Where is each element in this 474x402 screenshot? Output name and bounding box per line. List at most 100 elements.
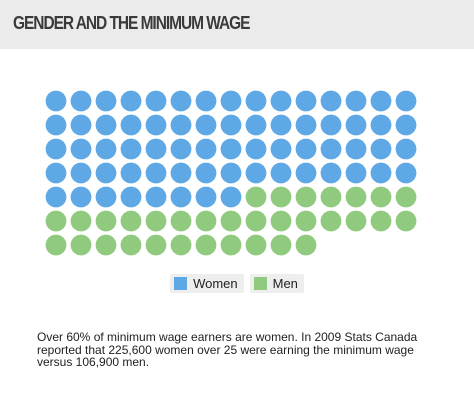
waffle-dot-women [320, 138, 342, 160]
waffle-dot-men [320, 186, 342, 208]
waffle-dot-women [170, 138, 192, 160]
waffle-dot-men [120, 210, 142, 232]
legend: Women Men [0, 274, 474, 293]
legend-label-men: Men [272, 276, 298, 291]
waffle-dot-men [170, 210, 192, 232]
waffle-dot-women [120, 90, 142, 112]
waffle-dot-women [220, 162, 242, 184]
waffle-dot-women [95, 162, 117, 184]
waffle-dot-men [295, 210, 317, 232]
waffle-dot-women [320, 162, 342, 184]
waffle-dot-women [295, 138, 317, 160]
waffle-dot-women [220, 90, 242, 112]
waffle-dot-men [295, 186, 317, 208]
waffle-dot-women [120, 114, 142, 136]
waffle-dot-women [70, 162, 92, 184]
waffle-dot-women [270, 114, 292, 136]
waffle-dot-men [245, 234, 267, 256]
waffle-dot-women [195, 186, 217, 208]
waffle-dot-women [145, 186, 167, 208]
waffle-dot-women [295, 90, 317, 112]
legend-swatch-women [174, 277, 188, 290]
waffle-dot-men [395, 210, 417, 232]
waffle-dot-women [170, 186, 192, 208]
waffle-dot-men [245, 186, 267, 208]
waffle-dot-women [45, 162, 67, 184]
waffle-dot-men [170, 234, 192, 256]
waffle-dot-women [245, 138, 267, 160]
waffle-chart [45, 90, 417, 256]
header-bar: GENDER AND THE MINIMUM WAGE [0, 0, 474, 49]
waffle-dot-women [95, 138, 117, 160]
waffle-dot-women [120, 138, 142, 160]
waffle-dot-women [70, 90, 92, 112]
waffle-dot-women [70, 186, 92, 208]
waffle-dot-women [395, 114, 417, 136]
waffle-dot-men [320, 210, 342, 232]
legend-swatch-men [253, 277, 267, 290]
waffle-dot-women [245, 90, 267, 112]
waffle-dot-women [95, 186, 117, 208]
waffle-dot-men [70, 234, 92, 256]
waffle-dot-women [170, 114, 192, 136]
waffle-dot-men [220, 234, 242, 256]
waffle-dot-men [145, 210, 167, 232]
waffle-dot-women [395, 90, 417, 112]
waffle-dot-women [45, 114, 67, 136]
waffle-dot-women [195, 114, 217, 136]
waffle-dot-women [295, 114, 317, 136]
waffle-dot-women [145, 138, 167, 160]
waffle-dot-women [145, 162, 167, 184]
waffle-dot-women [45, 186, 67, 208]
waffle-dot-women [220, 186, 242, 208]
waffle-dot-women [195, 162, 217, 184]
waffle-dot-men [120, 234, 142, 256]
waffle-dot-women [345, 162, 367, 184]
waffle-dot-men [245, 210, 267, 232]
waffle-dot-women [195, 90, 217, 112]
waffle-dot-men [45, 210, 67, 232]
waffle-dot-women [220, 138, 242, 160]
waffle-dot-women [170, 162, 192, 184]
waffle-dot-men [270, 186, 292, 208]
waffle-dot-women [345, 138, 367, 160]
waffle-dot-women [395, 138, 417, 160]
waffle-dot-men [95, 210, 117, 232]
waffle-dot-women [195, 138, 217, 160]
waffle-dot-men [345, 186, 367, 208]
waffle-dot-women [370, 90, 392, 112]
legend-label-women: Women [193, 276, 238, 291]
waffle-dot-women [345, 90, 367, 112]
legend-item-men: Men [249, 274, 304, 293]
waffle-dot-men [95, 234, 117, 256]
waffle-dot-women [45, 90, 67, 112]
waffle-dot-women [370, 114, 392, 136]
waffle-dot-men [145, 234, 167, 256]
waffle-dot-men [70, 210, 92, 232]
waffle-dot-men [370, 186, 392, 208]
waffle-dot-men [195, 234, 217, 256]
waffle-dot-women [120, 162, 142, 184]
waffle-dot-women [245, 114, 267, 136]
waffle-dot-women [370, 138, 392, 160]
waffle-dot-women [145, 114, 167, 136]
waffle-dot-men [295, 234, 317, 256]
waffle-dot-men [195, 210, 217, 232]
waffle-dot-women [70, 138, 92, 160]
chart-title: GENDER AND THE MINIMUM WAGE [13, 13, 250, 33]
waffle-dot-women [320, 114, 342, 136]
waffle-dot-women [220, 114, 242, 136]
waffle-dot-men [270, 210, 292, 232]
waffle-dot-women [95, 90, 117, 112]
waffle-dot-women [170, 90, 192, 112]
waffle-dot-men [395, 186, 417, 208]
waffle-dot-women [120, 186, 142, 208]
waffle-dot-women [270, 138, 292, 160]
waffle-dot-women [95, 114, 117, 136]
waffle-dot-women [395, 162, 417, 184]
waffle-dot-women [145, 90, 167, 112]
waffle-dot-women [270, 90, 292, 112]
waffle-dot-women [345, 114, 367, 136]
legend-item-women: Women [170, 274, 244, 293]
waffle-dot-men [270, 234, 292, 256]
